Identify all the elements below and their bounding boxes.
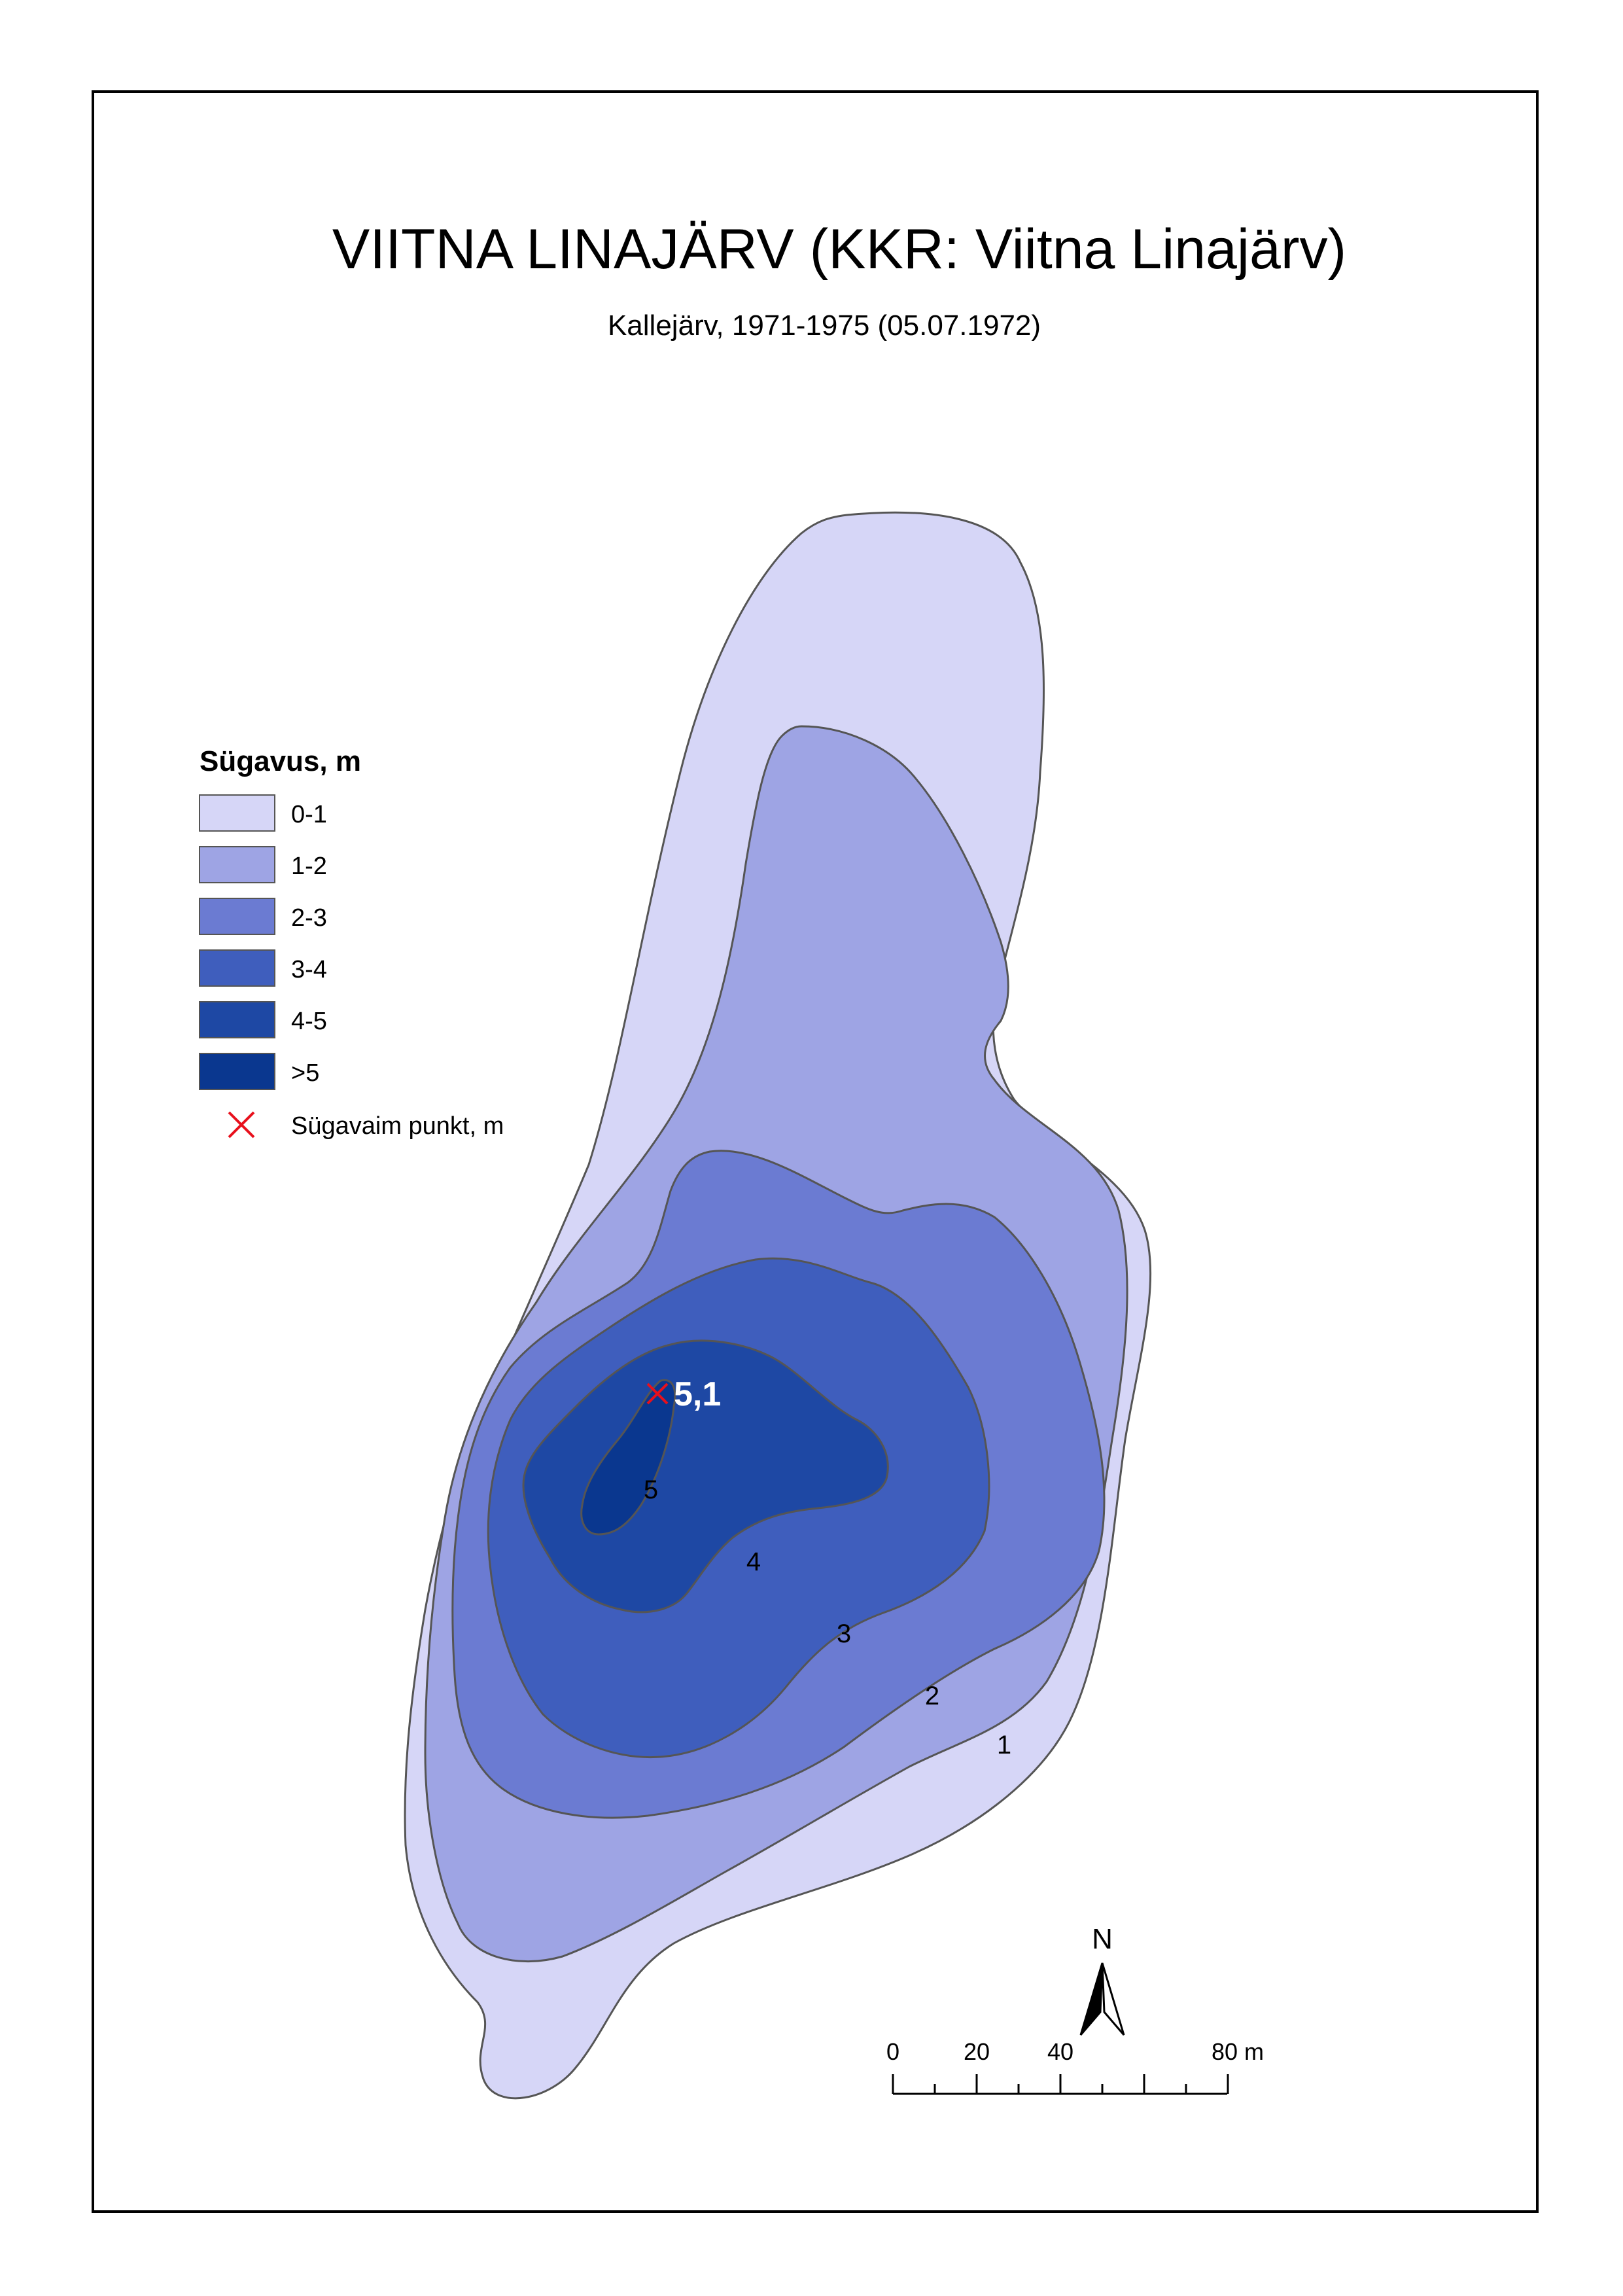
contour-labels: 1 2 3 4 5: [644, 1475, 1011, 1759]
legend-swatch-5: [199, 1053, 275, 1090]
scale-label-0: 0: [886, 2038, 899, 2065]
legend-label-4: 4-5: [291, 1008, 327, 1035]
legend-label-5: >5: [291, 1059, 319, 1087]
legend-title: Sügavus, m: [200, 745, 361, 777]
x-marker-icon: [228, 1111, 255, 1139]
legend-label-2: 2-3: [291, 904, 327, 932]
depth-zone-over-5: [580, 1379, 676, 1536]
legend-swatch-0: [199, 794, 275, 832]
legend-swatch-3: [199, 949, 275, 987]
deepest-point-marker: [646, 1383, 669, 1405]
north-label: N: [1092, 1923, 1113, 1955]
north-arrow: N: [1079, 1923, 1125, 2036]
legend-swatch-1: [199, 846, 275, 883]
scale-label-80: 80 m: [1212, 2038, 1264, 2065]
map-title: VIITNA LINAJÄRV (KKR: Viitna Linajärv): [332, 218, 1346, 281]
legend: Sügavus, m 0-1 1-2 2-3 3-4 4-5 >5 Sügavaim pu…: [199, 745, 504, 1140]
depth-zone-4-5: [522, 1339, 889, 1614]
north-arrow-icon: [1101, 1962, 1125, 2036]
map-subtitle: Kallejärv, 1971-1975 (05.07.1972): [608, 309, 1041, 342]
contour-label-5: 5: [644, 1475, 658, 1504]
legend-swatch-2: [199, 898, 275, 935]
legend-label-1: 1-2: [291, 853, 327, 880]
contour-label-2: 2: [925, 1682, 939, 1710]
contour-label-4: 4: [746, 1547, 761, 1576]
scale-label-40: 40: [1047, 2038, 1073, 2065]
depth-zones: [404, 511, 1152, 2100]
legend-label-0: 0-1: [291, 801, 327, 828]
scale-label-20: 20: [964, 2038, 990, 2065]
contour-label-3: 3: [837, 1619, 851, 1648]
legend-deepest-label: Sügavaim punkt, m: [291, 1112, 504, 1140]
scale-bar: 0 20 40 80 m: [886, 2038, 1264, 2095]
deepest-value-label: 5,1: [674, 1375, 721, 1413]
legend-swatch-4: [199, 1001, 275, 1038]
legend-label-3: 3-4: [291, 956, 327, 983]
map-frame: [92, 90, 1539, 2213]
contour-label-1: 1: [997, 1731, 1011, 1759]
